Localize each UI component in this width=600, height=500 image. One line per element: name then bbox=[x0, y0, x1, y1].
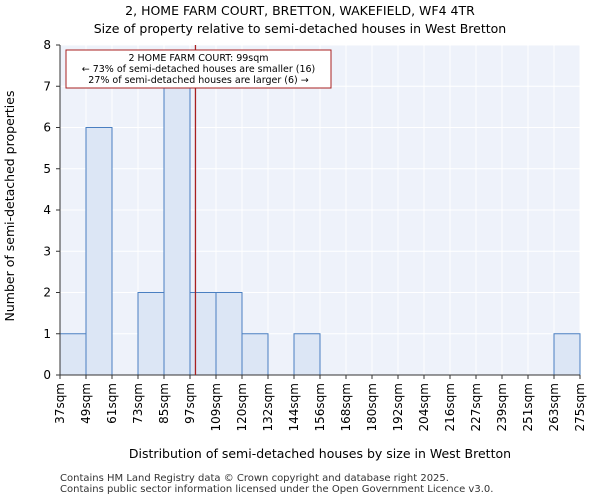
x-tick-label: 73sqm bbox=[131, 383, 145, 424]
x-axis-title: Distribution of semi-detached houses by … bbox=[129, 446, 511, 461]
chart-subtitle: Size of property relative to semi-detach… bbox=[93, 21, 507, 36]
x-tick-label: 263sqm bbox=[547, 383, 561, 431]
annotation-line-3: 27% of semi-detached houses are larger (… bbox=[88, 75, 308, 86]
bar bbox=[293, 333, 321, 376]
x-tick-label: 275sqm bbox=[573, 383, 587, 431]
x-tick-label: 61sqm bbox=[105, 383, 119, 424]
chart-title-block: 2, HOME FARM COURT, BRETTON, WAKEFIELD, … bbox=[0, 2, 600, 38]
x-tick-label: 85sqm bbox=[157, 383, 171, 424]
y-tick-label: 0 bbox=[43, 368, 51, 382]
y-tick-label: 4 bbox=[43, 203, 51, 217]
y-tick-label: 2 bbox=[43, 286, 51, 300]
x-tick-label: 49sqm bbox=[79, 383, 93, 424]
bar bbox=[163, 85, 191, 376]
y-tick-label: 7 bbox=[43, 79, 51, 93]
x-tick-label: 120sqm bbox=[235, 383, 249, 431]
footer-line-2: Contains public sector information licen… bbox=[60, 484, 494, 495]
bar bbox=[85, 127, 113, 376]
annotation-line-2: ← 73% of semi-detached houses are smalle… bbox=[82, 64, 316, 75]
footer-line-1: Contains HM Land Registry data © Crown c… bbox=[60, 473, 449, 484]
bar bbox=[553, 333, 581, 376]
bar bbox=[241, 333, 269, 376]
bar bbox=[137, 292, 165, 376]
chart-title: 2, HOME FARM COURT, BRETTON, WAKEFIELD, … bbox=[125, 3, 475, 18]
x-tick-label: 192sqm bbox=[391, 383, 405, 431]
bar bbox=[189, 292, 217, 376]
x-tick-label: 97sqm bbox=[183, 383, 197, 424]
x-tick-label: 168sqm bbox=[339, 383, 353, 431]
x-tick-label: 239sqm bbox=[495, 383, 509, 431]
x-tick-label: 156sqm bbox=[313, 383, 327, 431]
x-tick-label: 251sqm bbox=[521, 383, 535, 431]
footer: Contains HM Land Registry data © Crown c… bbox=[60, 473, 493, 495]
y-tick-label: 1 bbox=[43, 327, 51, 341]
x-tick-label: 144sqm bbox=[287, 383, 301, 431]
annotation-box bbox=[65, 49, 332, 89]
y-tick-label: 8 bbox=[43, 38, 51, 52]
x-tick-label: 204sqm bbox=[417, 383, 431, 431]
x-tick-label: 216sqm bbox=[443, 383, 457, 431]
x-tick-label: 132sqm bbox=[261, 383, 275, 431]
y-tick-label: 3 bbox=[43, 244, 51, 258]
annotation-line-1: 2 HOME FARM COURT: 99sqm bbox=[128, 53, 268, 64]
x-tick-label: 227sqm bbox=[469, 383, 483, 431]
x-tick-label: 180sqm bbox=[365, 383, 379, 431]
y-tick-label: 6 bbox=[43, 121, 51, 135]
x-tick-label: 109sqm bbox=[209, 383, 223, 431]
bar bbox=[215, 292, 243, 376]
bar bbox=[59, 333, 87, 376]
y-axis-title: Number of semi-detached properties bbox=[2, 91, 17, 322]
y-tick-label: 5 bbox=[43, 162, 51, 176]
x-tick-label: 37sqm bbox=[53, 383, 67, 424]
